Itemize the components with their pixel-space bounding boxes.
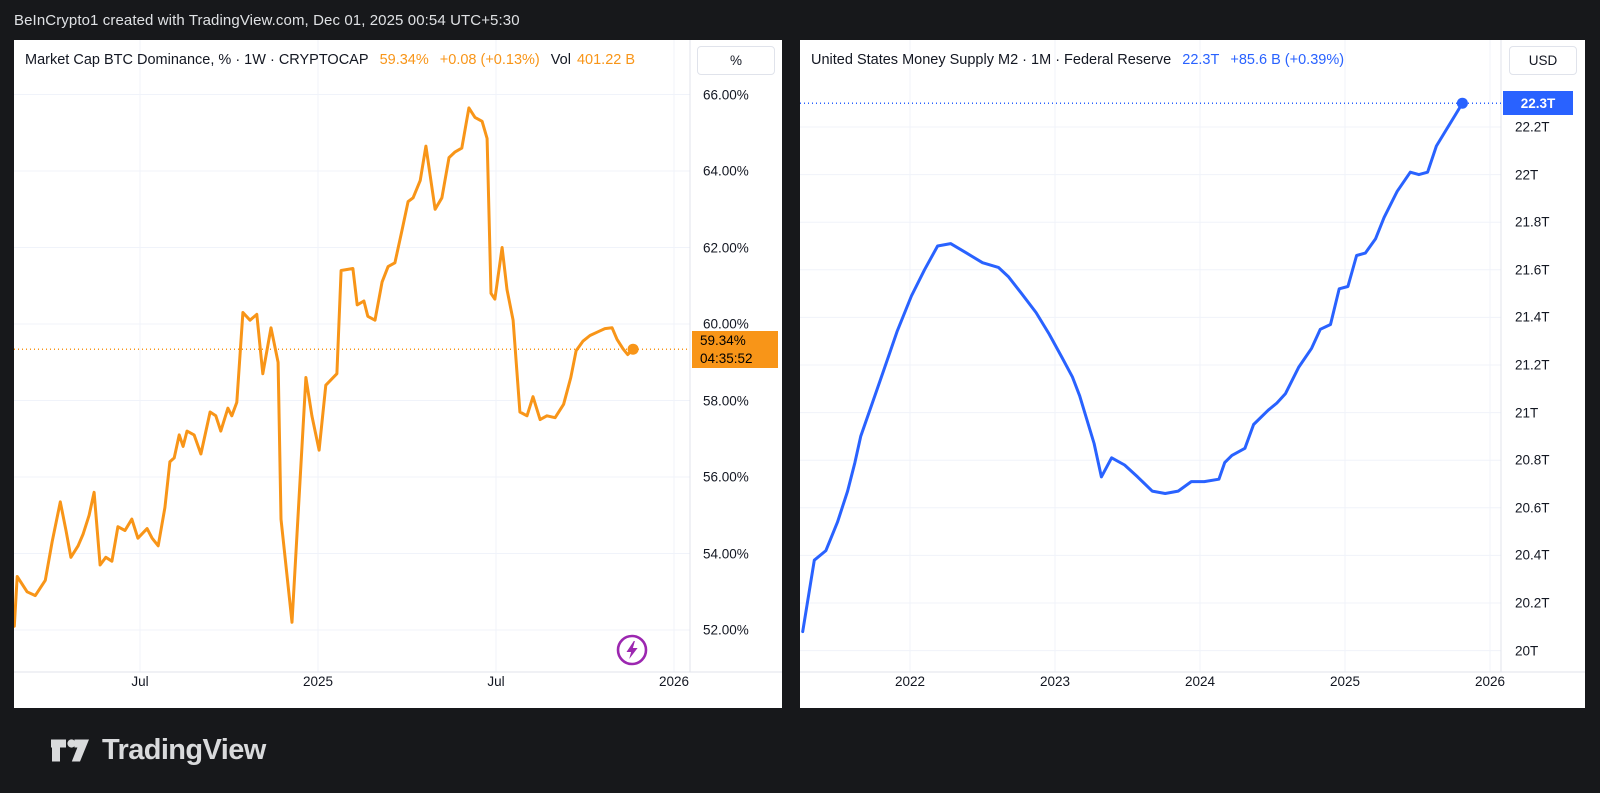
symbol-title: Market Cap BTC Dominance, % · 1W · CRYPT… xyxy=(25,52,369,68)
price-axis-label: 64.00% xyxy=(703,163,749,179)
time-axis-label: 2026 xyxy=(658,674,690,689)
price-axis-label: 20.4T xyxy=(1515,547,1550,563)
badge-price: 59.34% xyxy=(700,332,746,348)
price-axis-label: 21T xyxy=(1515,405,1539,421)
volume-value: 401.22 B xyxy=(576,52,636,68)
percent-scale-label: % xyxy=(729,53,742,68)
last-price-badge: 22.3T xyxy=(1503,91,1573,116)
price-axis-label: 22T xyxy=(1515,167,1539,183)
percent-scale-button[interactable]: % xyxy=(697,46,775,75)
time-axis-label: 2022 xyxy=(894,674,926,689)
top-attribution-bar: BeInCrypto1 created with TradingView.com… xyxy=(0,0,1600,40)
last-price-value: 22.3T xyxy=(1182,52,1220,68)
price-axis-label: 21.6T xyxy=(1515,262,1550,278)
price-change: +85.6 B (+0.39%) xyxy=(1230,52,1345,68)
price-axis-label: 56.00% xyxy=(703,469,749,485)
price-axis-label: 62.00% xyxy=(703,240,749,255)
chart-pane[interactable] xyxy=(800,40,1585,708)
last-price-value: 59.34% xyxy=(379,52,429,68)
time-axis-label: 2023 xyxy=(1039,674,1071,689)
price-axis-label: 21.8T xyxy=(1515,214,1550,230)
last-point-dot xyxy=(1456,97,1468,109)
price-line-series xyxy=(801,101,1464,634)
time-axis-label: 2025 xyxy=(302,674,334,689)
price-axis-label: 21.4T xyxy=(1515,309,1550,325)
time-axis-label: 2024 xyxy=(1184,674,1216,689)
currency-unit-button[interactable]: USD xyxy=(1509,46,1577,75)
price-axis-label: 20.6T xyxy=(1515,500,1550,516)
brand-name: TradingView xyxy=(102,734,266,766)
badge-countdown: 04:35:52 xyxy=(700,350,753,366)
attribution-text: BeInCrypto1 created with TradingView.com… xyxy=(14,11,520,29)
price-axis-label: 52.00% xyxy=(703,622,749,638)
currency-unit-label: USD xyxy=(1528,53,1558,68)
m2-money-supply-chart-panel: United States Money Supply M2 · 1M · Fed… xyxy=(800,40,1585,708)
tradingview-logo[interactable] xyxy=(50,736,90,765)
volume-label: Vol xyxy=(550,52,571,68)
price-axis-label: 58.00% xyxy=(703,393,749,408)
time-axis-label: 2025 xyxy=(1329,674,1361,689)
price-axis-label: 20T xyxy=(1515,643,1539,659)
footer-brand-bar: TradingView xyxy=(0,708,1600,793)
price-axis-label: 20.2T xyxy=(1515,595,1550,611)
chart-legend[interactable]: United States Money Supply M2 · 1M · Fed… xyxy=(811,52,1351,68)
symbol-title: United States Money Supply M2 · 1M · Fed… xyxy=(811,52,1172,68)
price-axis-label: 66.00% xyxy=(703,87,749,102)
time-axis-label: Jul xyxy=(131,674,149,689)
time-axis-label: Jul xyxy=(487,674,505,689)
price-line-series xyxy=(14,106,635,628)
chart-legend[interactable]: Market Cap BTC Dominance, % · 1W · CRYPT… xyxy=(25,52,635,68)
chart-pane[interactable] xyxy=(14,40,782,708)
price-axis-label: 22.2T xyxy=(1515,119,1550,135)
btc-dominance-chart-panel: Market Cap BTC Dominance, % · 1W · CRYPT… xyxy=(14,40,782,708)
time-axis-label: 2026 xyxy=(1474,674,1506,689)
price-axis-label: 54.00% xyxy=(703,546,749,561)
flash-icon[interactable] xyxy=(615,633,649,667)
price-axis-label: 60.00% xyxy=(703,316,749,332)
price-axis-label: 21.2T xyxy=(1515,357,1550,373)
price-change: +0.08 (+0.13%) xyxy=(439,52,540,68)
price-axis-label: 20.8T xyxy=(1515,452,1550,468)
last-price-badge: 59.34% 04:35:52 xyxy=(692,330,778,368)
last-point-dot xyxy=(627,343,639,355)
badge-price: 22.3T xyxy=(1520,95,1556,111)
